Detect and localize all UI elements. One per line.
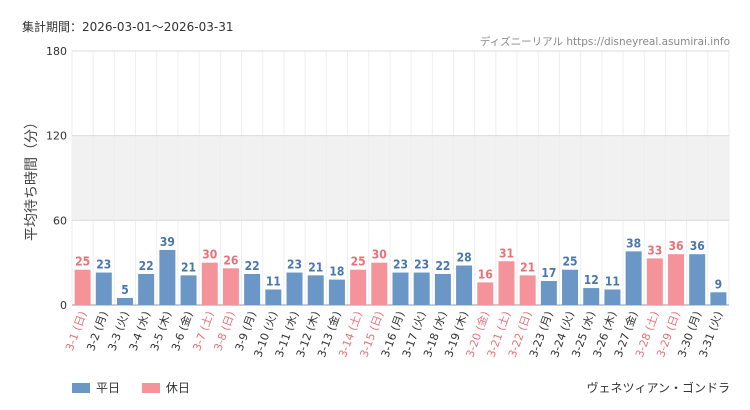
- bar: [668, 254, 685, 305]
- data-label: 5: [121, 283, 129, 297]
- data-label: 11: [266, 274, 281, 288]
- bar: [625, 251, 642, 305]
- data-label: 39: [160, 235, 175, 249]
- plot-background: [72, 135, 729, 221]
- bar: [201, 262, 218, 305]
- bar: [689, 254, 706, 305]
- bar: [646, 258, 663, 305]
- data-label: 23: [414, 258, 429, 272]
- bar: [138, 273, 155, 305]
- legend: 平日 休日: [72, 379, 208, 396]
- bar-series: [74, 249, 727, 305]
- y-axis-label: 平均待ち時間（分）: [24, 115, 40, 241]
- bar: [519, 275, 536, 305]
- data-label: 22: [245, 259, 260, 273]
- bar: [286, 272, 303, 305]
- data-label: 17: [541, 266, 556, 280]
- legend-swatch-holiday: [141, 383, 160, 393]
- data-label: 28: [457, 250, 472, 264]
- y-tick-label: 180: [46, 45, 67, 58]
- data-label: 23: [287, 258, 302, 272]
- data-label: 33: [647, 243, 662, 257]
- bar: [159, 249, 176, 305]
- legend-label-holiday: 休日: [165, 381, 190, 395]
- grid-lines: [71, 50, 730, 306]
- data-label: 23: [393, 258, 408, 272]
- data-label: 21: [308, 260, 323, 274]
- bar: [95, 272, 112, 305]
- data-label: 21: [520, 260, 535, 274]
- value-labels: 25 23 5 22 39 21 30 26 22 11 23 21 18 25 30 23 23 22 28 16 3…: [75, 235, 722, 297]
- y-tick-label: 0: [60, 299, 67, 312]
- bar: [328, 279, 345, 305]
- data-label: 26: [223, 253, 238, 267]
- legend-swatch-weekday: [72, 383, 90, 393]
- legend-label-weekday: 平日: [96, 381, 121, 395]
- data-label: 22: [139, 259, 154, 273]
- bar: [116, 297, 133, 305]
- bar: [456, 265, 473, 305]
- x-axis-tick-labels: 3-1 (日)3-2 (月)3-3 (火)3-4 (水)3-5 (木)3-6 (…: [63, 309, 725, 359]
- bar: [710, 292, 727, 305]
- bar: [413, 272, 430, 305]
- bar: [350, 269, 367, 305]
- data-label: 23: [96, 258, 111, 272]
- bar: [180, 275, 197, 305]
- data-label: 36: [669, 239, 684, 253]
- y-tick-label: 120: [46, 130, 67, 143]
- data-label: 30: [202, 248, 217, 262]
- data-label: 25: [75, 255, 90, 269]
- data-label: 12: [584, 273, 599, 287]
- bar: [562, 269, 579, 305]
- collection-period: 集計期間：2026-03-01～2026-03-31: [22, 20, 234, 34]
- data-label: 22: [435, 259, 450, 273]
- bar: [498, 261, 515, 305]
- data-label: 25: [563, 255, 578, 269]
- bar: [540, 281, 557, 305]
- data-label: 11: [605, 274, 620, 288]
- bar: [222, 268, 239, 305]
- data-label: 21: [181, 260, 196, 274]
- legend-item-weekday: 平日: [72, 379, 120, 396]
- data-label: 18: [329, 265, 344, 279]
- source-credit: ディズニーリアル https://disneyreal.asumirai.inf…: [479, 36, 730, 48]
- data-label: 31: [499, 246, 514, 260]
- bar: [74, 269, 91, 305]
- shaded-band: [72, 135, 729, 221]
- bar: [371, 262, 388, 305]
- bar: [392, 272, 409, 305]
- bar: [265, 289, 282, 305]
- legend-item-holiday: 休日: [141, 379, 190, 396]
- data-label: 30: [372, 248, 387, 262]
- y-tick-label: 60: [53, 214, 67, 227]
- bar: [434, 273, 451, 305]
- bar: [244, 273, 261, 305]
- bar: [583, 288, 600, 305]
- data-label: 9: [715, 277, 723, 291]
- bar: [604, 289, 621, 305]
- data-label: 38: [626, 236, 641, 250]
- y-axis-tick-labels: 0 60 120 180: [46, 45, 67, 312]
- bar: [307, 275, 324, 305]
- data-label: 25: [351, 255, 366, 269]
- bar: [477, 282, 494, 305]
- data-label: 16: [478, 267, 493, 281]
- data-label: 36: [690, 239, 705, 253]
- attraction-name: ヴェネツィアン・ゴンドラ: [586, 381, 730, 395]
